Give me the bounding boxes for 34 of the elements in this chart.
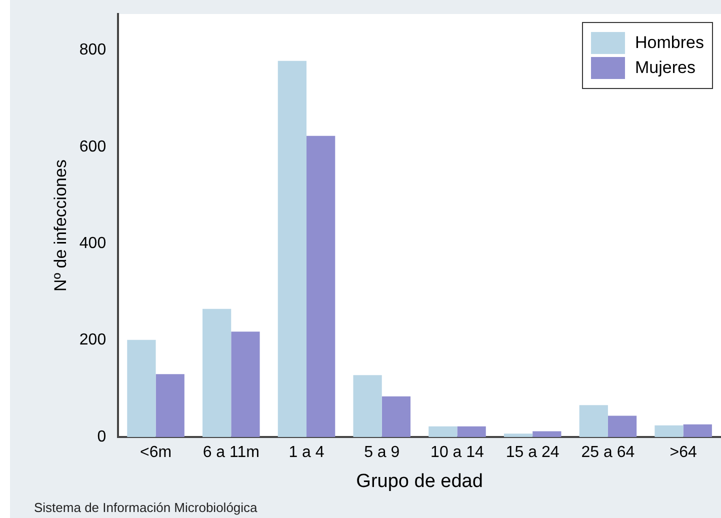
bar [278, 60, 307, 437]
bar [127, 340, 156, 437]
x-tick-label: 1 a 4 [288, 444, 324, 462]
bar [428, 426, 458, 437]
bar [306, 136, 336, 437]
x-tick-label: >64 [670, 444, 697, 462]
y-tick-label: 0 [97, 428, 106, 446]
bar [683, 424, 712, 437]
y-tick-label: 400 [79, 235, 106, 252]
y-tick-label: 600 [79, 138, 106, 156]
bar [382, 396, 411, 437]
bar [608, 416, 637, 437]
y-tick-label: 800 [79, 42, 106, 59]
legend-label: Mujeres [635, 58, 696, 78]
legend-label: Hombres [635, 33, 704, 53]
text: Sistema de Información Microbiológica [34, 500, 258, 515]
x-tick-label: 6 a 11m [202, 444, 260, 462]
bar [654, 425, 684, 437]
x-tick-label: 25 a 64 [581, 444, 635, 462]
bar [156, 374, 184, 437]
y-axis-title: Nº de infecciones [50, 160, 70, 292]
bar [457, 426, 486, 437]
bar [353, 375, 382, 437]
bar [231, 332, 260, 437]
bar [202, 308, 232, 437]
x-tick-label: 10 a 14 [430, 444, 484, 462]
x-tick-label: <6m [140, 444, 172, 462]
x-axis-title: Grupo de edad [356, 470, 483, 492]
x-tick-label: 5 a 9 [364, 444, 400, 462]
y-tick-label: 200 [79, 332, 106, 349]
x-tick-label: 15 a 24 [506, 444, 560, 462]
bar [579, 405, 608, 437]
bar [532, 431, 562, 437]
bar [504, 434, 533, 437]
